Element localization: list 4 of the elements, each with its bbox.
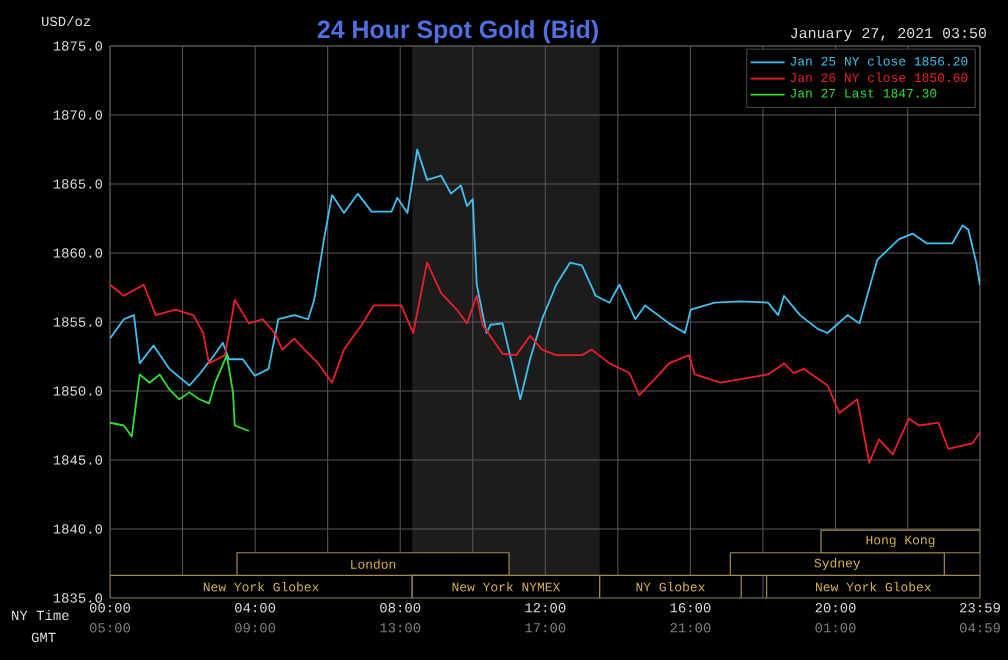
line-series xyxy=(110,148,981,401)
line-series xyxy=(110,354,250,438)
line-series xyxy=(110,261,981,464)
chart-title: 24 Hour Spot Gold (Bid) xyxy=(317,19,598,44)
